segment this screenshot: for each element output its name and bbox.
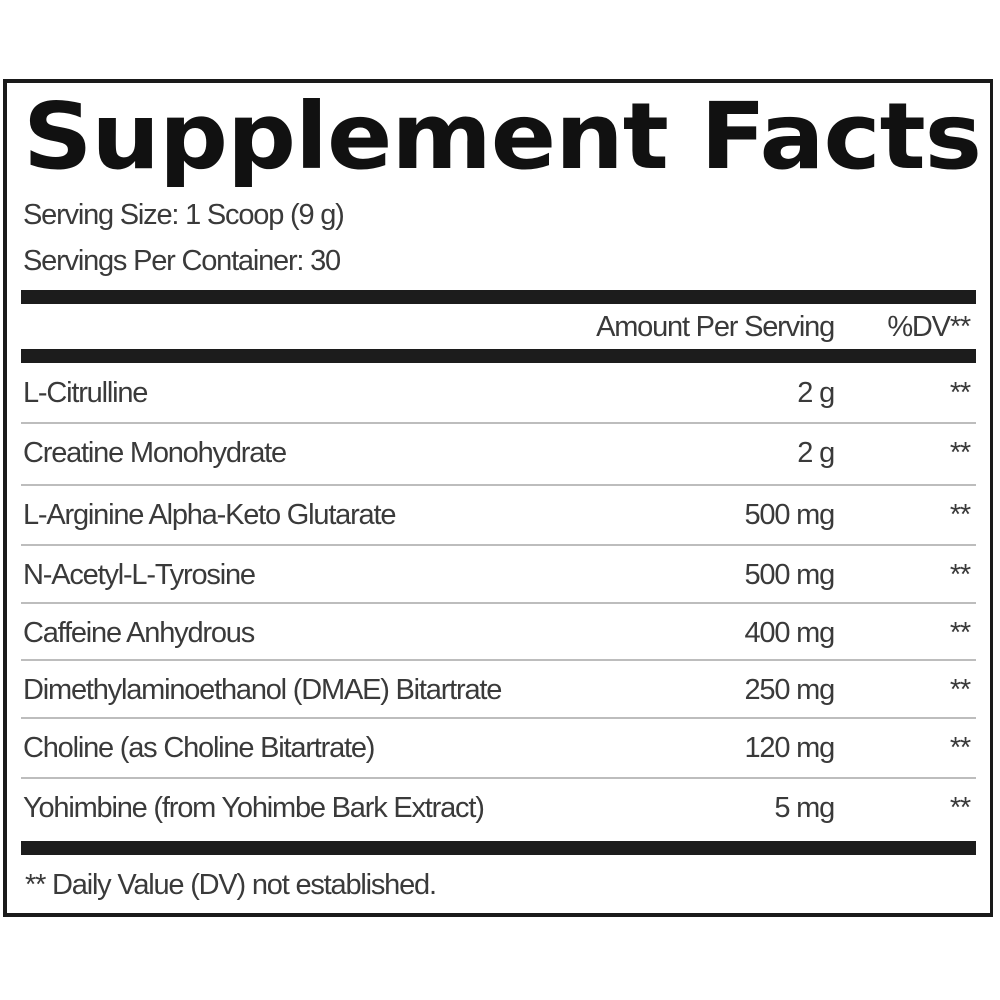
- ingredient-row: Creatine Monohydrate 2 g **: [21, 424, 976, 486]
- ingredient-dv: **: [949, 732, 971, 764]
- divider-thick: [21, 349, 976, 363]
- ingredient-name: N-Acetyl-L-Tyrosine: [23, 559, 256, 591]
- ingredient-amount: 120 mg: [744, 732, 835, 764]
- ingredient-dv: **: [949, 499, 971, 531]
- ingredient-amount: 5 mg: [774, 792, 835, 824]
- ingredient-row: L-Citrulline 2 g **: [21, 364, 976, 424]
- supplement-facts-panel: Supplement Facts Serving Size: 1 Scoop (…: [3, 79, 993, 917]
- ingredient-amount: 2 g: [797, 377, 835, 409]
- header-amount: Amount Per Serving: [596, 311, 835, 343]
- ingredient-row: Caffeine Anhydrous 400 mg **: [21, 604, 976, 661]
- ingredient-amount: 500 mg: [744, 499, 835, 531]
- ingredient-dv: **: [949, 674, 971, 706]
- ingredient-dv: **: [949, 437, 971, 469]
- ingredient-row: L-Arginine Alpha-Keto Glutarate 500 mg **: [21, 486, 976, 546]
- ingredient-row: N-Acetyl-L-Tyrosine 500 mg **: [21, 546, 976, 604]
- ingredient-row: Yohimbine (from Yohimbe Bark Extract) 5 m…: [21, 779, 976, 837]
- ingredient-row: Choline (as Choline Bitartrate) 120 mg **: [21, 719, 976, 779]
- ingredient-name: Caffeine Anhydrous: [23, 617, 255, 649]
- ingredient-name: Dimethylaminoethanol (DMAE) Bitartrate: [23, 674, 502, 706]
- ingredient-name: Choline (as Choline Bitartrate): [23, 732, 375, 764]
- header-dv: %DV**: [887, 311, 971, 343]
- ingredient-name: L-Arginine Alpha-Keto Glutarate: [23, 499, 396, 531]
- ingredient-amount: 250 mg: [744, 674, 835, 706]
- divider-thick: [21, 290, 976, 304]
- ingredient-dv: **: [949, 792, 971, 824]
- ingredient-name: Yohimbine (from Yohimbe Bark Extract): [23, 792, 485, 824]
- footnote: ** Daily Value (DV) not established.: [25, 869, 437, 901]
- servings-per-container: Servings Per Container: 30: [23, 245, 341, 277]
- ingredient-amount: 400 mg: [744, 617, 835, 649]
- ingredient-name: Creatine Monohydrate: [23, 437, 287, 469]
- ingredient-dv: **: [949, 559, 971, 591]
- ingredient-amount: 2 g: [797, 437, 835, 469]
- ingredient-name: L-Citrulline: [23, 377, 148, 409]
- divider-thick: [21, 841, 976, 855]
- panel-title: Supplement Facts: [23, 83, 982, 190]
- ingredient-dv: **: [949, 617, 971, 649]
- ingredient-amount: 500 mg: [744, 559, 835, 591]
- serving-size: Serving Size: 1 Scoop (9 g): [23, 199, 345, 231]
- ingredient-row: Dimethylaminoethanol (DMAE) Bitartrate 25…: [21, 661, 976, 719]
- ingredient-dv: **: [949, 377, 971, 409]
